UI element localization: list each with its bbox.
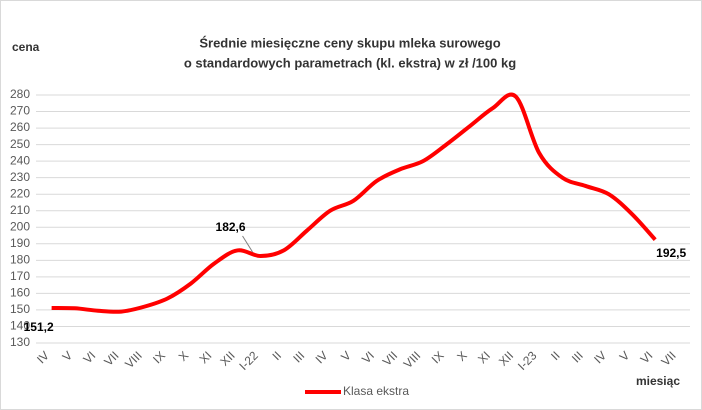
chart-subtitle: o standardowych parametrach (kl. ekstra)… [184, 55, 516, 70]
y-tick-label: 140 [10, 319, 30, 333]
chart-title: Średnie miesięczne ceny skupu mleka suro… [199, 35, 500, 50]
data-label: 182,6 [216, 220, 246, 234]
y-tick-label: 230 [10, 170, 30, 184]
y-tick-label: 280 [10, 87, 30, 101]
y-tick-label: 150 [10, 302, 30, 316]
y-tick-label: 200 [10, 219, 30, 233]
y-tick-label: 180 [10, 253, 30, 267]
leader-line [242, 235, 253, 253]
x-axis-label: miesiąc [636, 374, 680, 388]
y-tick-label: 260 [10, 120, 30, 134]
legend-label: Klasa ekstra [343, 384, 409, 398]
y-tick-label: 130 [10, 335, 30, 349]
y-tick-label: 170 [10, 269, 30, 283]
y-tick-label: 160 [10, 286, 30, 300]
y-tick-label: 220 [10, 186, 30, 200]
data-line [51, 92, 657, 314]
y-tick-label: 190 [10, 236, 30, 250]
y-tick-label: 270 [10, 104, 30, 118]
y-tick-label: 250 [10, 137, 30, 151]
data-label: 151,2 [24, 320, 54, 334]
y-axis-label: cena [12, 40, 40, 54]
y-tick-label: 210 [10, 203, 30, 217]
y-tick-label: 240 [10, 153, 30, 167]
data-label: 192,5 [656, 246, 686, 260]
